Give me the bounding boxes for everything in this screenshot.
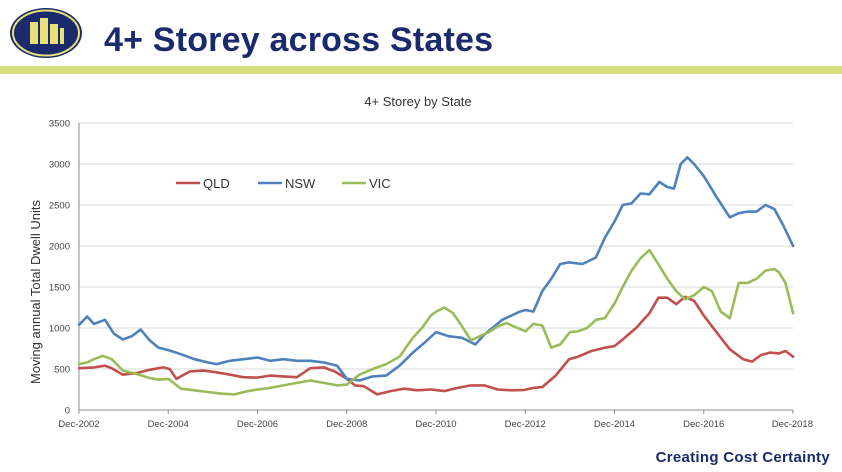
x-tick-label: Dec-2018 bbox=[772, 419, 813, 430]
x-tick-label: Dec-2014 bbox=[594, 419, 635, 430]
page-title: 4+ Storey across States bbox=[104, 21, 494, 59]
y-tick-label: 3500 bbox=[49, 119, 70, 130]
header-band bbox=[0, 66, 842, 74]
chart-legend: QLD NSW VIC bbox=[176, 176, 391, 191]
x-tick-label: Dec-2002 bbox=[58, 419, 99, 430]
y-tick-label: 1500 bbox=[49, 283, 70, 294]
y-tick-label: 2500 bbox=[49, 201, 70, 212]
slide-header: 4+ Storey across States bbox=[0, 0, 842, 66]
chart-title: 4+ Storey by State bbox=[364, 94, 471, 109]
logo-bar bbox=[60, 28, 64, 44]
y-tick-label: 0 bbox=[65, 406, 70, 417]
footer-tagline: Creating Cost Certainty bbox=[655, 449, 830, 466]
line-chart: 0 500 1000 1500 2000 2500 3000 3500 Dec-2002 Dec-… bbox=[28, 94, 813, 431]
series-line-qld bbox=[77, 295, 795, 396]
logo-bar bbox=[30, 22, 38, 44]
legend-label-qld: QLD bbox=[203, 176, 230, 191]
x-tick-label: Dec-2010 bbox=[415, 419, 456, 430]
chart-axes: 0 500 1000 1500 2000 2500 3000 3500 Dec-2002 Dec-… bbox=[49, 119, 813, 431]
company-logo bbox=[10, 8, 82, 58]
x-tick-label: Dec-2004 bbox=[148, 419, 189, 430]
y-tick-label: 3000 bbox=[49, 160, 70, 171]
logo-ring bbox=[12, 9, 80, 57]
y-tick-label: 1000 bbox=[49, 324, 70, 335]
x-tick-label: Dec-2006 bbox=[237, 419, 278, 430]
y-axis-title: Moving annual Total Dwell Units bbox=[28, 199, 43, 384]
chart-grid bbox=[79, 122, 793, 370]
legend-label-nsw: NSW bbox=[285, 176, 316, 191]
series-line-vic bbox=[77, 248, 795, 396]
logo-bar bbox=[50, 24, 58, 44]
x-tick-label: Dec-2016 bbox=[683, 419, 724, 430]
logo-bar bbox=[40, 18, 48, 44]
legend-label-vic: VIC bbox=[369, 176, 391, 191]
y-tick-label: 500 bbox=[54, 365, 70, 376]
x-tick-label: Dec-2008 bbox=[326, 419, 367, 430]
y-tick-label: 2000 bbox=[49, 242, 70, 253]
series-line-nsw bbox=[77, 156, 795, 382]
x-tick-label: Dec-2012 bbox=[505, 419, 546, 430]
chart-series bbox=[77, 156, 795, 396]
